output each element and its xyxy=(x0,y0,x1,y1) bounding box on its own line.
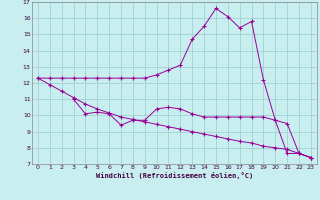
X-axis label: Windchill (Refroidissement éolien,°C): Windchill (Refroidissement éolien,°C) xyxy=(96,172,253,179)
